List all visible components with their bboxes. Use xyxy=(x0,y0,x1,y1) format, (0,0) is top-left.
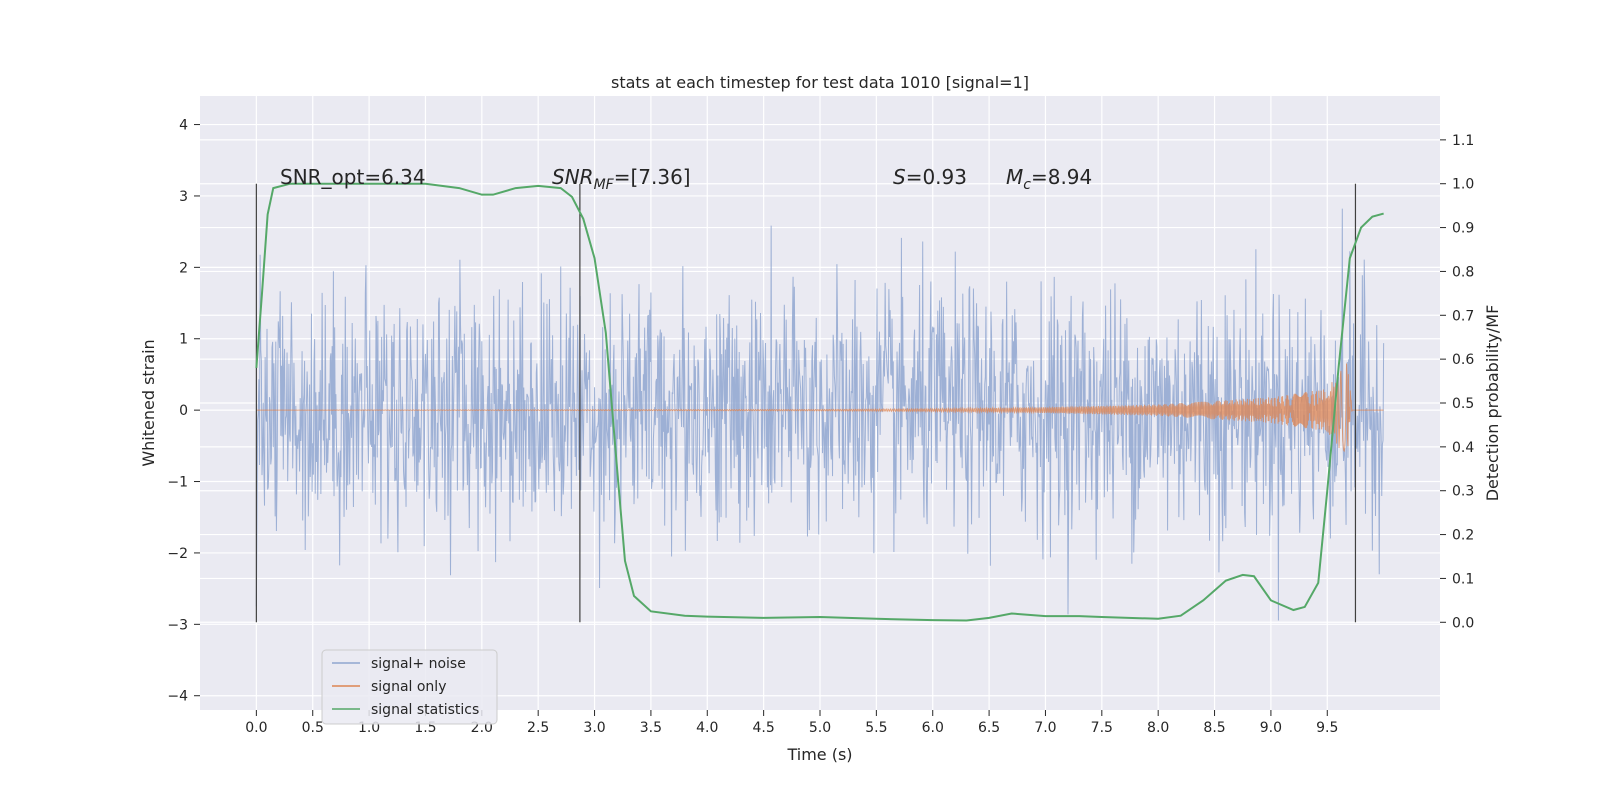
y-right-tick-label: 0.7 xyxy=(1452,308,1474,324)
x-tick-label: 0.0 xyxy=(245,720,267,736)
x-tick-label: 0.5 xyxy=(302,720,324,736)
annotation-snr-mf: SNRMF=[7.36] xyxy=(552,165,691,193)
x-tick-label: 6.0 xyxy=(922,720,944,736)
annotation-snr-mf-value: =[7.36] xyxy=(614,165,691,189)
annotation-mc-value: =8.94 xyxy=(1031,165,1092,189)
y-left-axis-ticks: 4 3 2 1 0 −1 −2 −3 −4 xyxy=(167,118,200,705)
signal-noise-trace xyxy=(255,208,1385,621)
y-right-tick-label: 0.4 xyxy=(1452,440,1474,456)
y-left-tick-label: −1 xyxy=(167,475,188,491)
legend-box xyxy=(321,649,498,725)
series-signal-only xyxy=(256,363,1384,453)
x-tick-label: 3.0 xyxy=(583,720,605,736)
y-left-tick-label: 4 xyxy=(179,118,188,134)
annotation-s-value: =0.93 xyxy=(906,165,967,189)
y-right-tick-label: 0.2 xyxy=(1452,528,1474,544)
y-right-tick-label: 0.3 xyxy=(1452,484,1474,500)
signal-statistics-line xyxy=(255,182,1384,622)
x-tick-label: 9.5 xyxy=(1316,720,1338,736)
y-right-tick-label: 0.9 xyxy=(1452,221,1474,237)
x-axis-label: Time (s) xyxy=(786,745,852,764)
annotation-s: S=0.93 xyxy=(893,165,967,189)
y-right-tick-label: 0.5 xyxy=(1452,396,1474,412)
series-signal-statistics xyxy=(255,182,1384,622)
y-left-tick-label: −4 xyxy=(167,689,188,705)
chart-title: stats at each timestep for test data 101… xyxy=(611,73,1029,92)
legend: signal+ noise signal only signal statist… xyxy=(321,649,498,725)
annotation-mc: Mc=8.94 xyxy=(1006,165,1092,193)
legend-label-signal-statistics: signal statistics xyxy=(371,702,479,718)
x-axis-ticks: 0.0 0.5 1.0 1.5 2.0 2.5 3.0 3.5 4.0 4.5 5.0 5.5 6.0 6… xyxy=(245,710,1338,736)
y-right-tick-label: 0.8 xyxy=(1452,264,1474,280)
signal-only-trace xyxy=(256,363,1384,453)
y-left-tick-label: −3 xyxy=(167,617,188,633)
y-left-tick-label: 0 xyxy=(179,403,188,419)
y-right-tick-label: 0.6 xyxy=(1452,352,1474,368)
x-tick-label: 5.5 xyxy=(865,720,887,736)
legend-label-signal-only: signal only xyxy=(371,679,446,695)
y-right-tick-label: 1.1 xyxy=(1452,133,1474,149)
y-left-axis-label: Whitened strain xyxy=(139,339,158,466)
annotation-snr-mf-subscript: MF xyxy=(594,177,615,193)
annotation-snr-mf-symbol: SNR xyxy=(552,165,594,189)
y-left-tick-label: −2 xyxy=(167,546,188,562)
x-tick-label: 5.0 xyxy=(809,720,831,736)
y-right-tick-label: 0.0 xyxy=(1452,615,1474,631)
y-right-axis-ticks: 1.1 1.0 0.9 0.8 0.7 0.6 0.5 0.4 0.3 0.2 0.1 0.0 xyxy=(1440,133,1474,631)
y-right-tick-label: 0.1 xyxy=(1452,571,1474,587)
legend-label-signal-noise: signal+ noise xyxy=(371,656,466,672)
y-right-axis-label: Detection probability/MF xyxy=(1483,305,1502,502)
annotation-mc-subscript: c xyxy=(1023,177,1031,193)
series-signal-noise xyxy=(255,208,1385,621)
vertical-markers xyxy=(255,183,1357,623)
x-tick-label: 7.5 xyxy=(1091,720,1113,736)
x-tick-label: 9.0 xyxy=(1260,720,1282,736)
x-tick-label: 4.5 xyxy=(753,720,775,736)
y-right-tick-label: 1.0 xyxy=(1452,177,1474,193)
annotation-s-symbol: S xyxy=(893,165,906,189)
y-left-tick-label: 3 xyxy=(179,189,188,205)
x-tick-label: 8.0 xyxy=(1147,720,1169,736)
y-left-tick-label: 2 xyxy=(179,260,188,276)
y-left-tick-label: 1 xyxy=(179,332,188,348)
x-tick-label: 3.5 xyxy=(640,720,662,736)
x-tick-label: 2.5 xyxy=(527,720,549,736)
x-tick-label: 7.0 xyxy=(1034,720,1056,736)
x-tick-label: 6.5 xyxy=(978,720,1000,736)
annotation-mc-symbol: M xyxy=(1006,165,1023,189)
x-tick-label: 8.5 xyxy=(1203,720,1225,736)
annotation-snr-opt: SNR_opt=6.34 xyxy=(280,165,426,189)
x-tick-label: 4.0 xyxy=(696,720,718,736)
